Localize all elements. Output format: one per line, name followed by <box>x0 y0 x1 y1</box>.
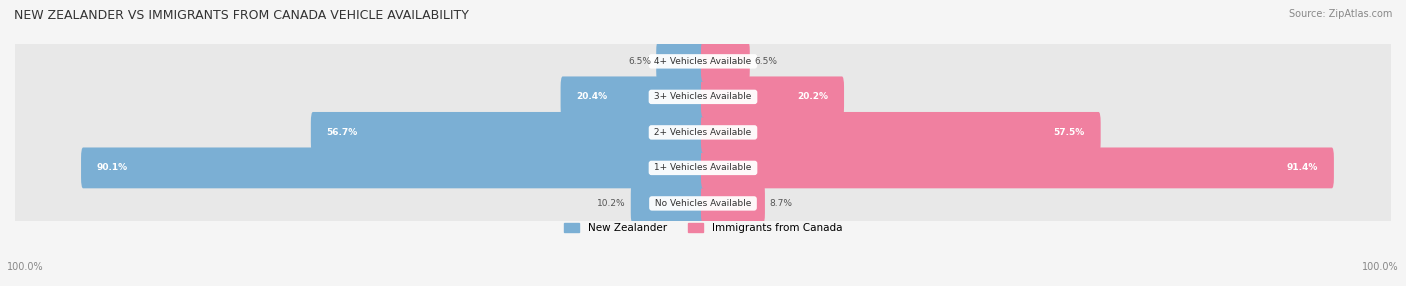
FancyBboxPatch shape <box>702 183 765 224</box>
Text: NEW ZEALANDER VS IMMIGRANTS FROM CANADA VEHICLE AVAILABILITY: NEW ZEALANDER VS IMMIGRANTS FROM CANADA … <box>14 9 470 21</box>
Text: 8.7%: 8.7% <box>769 199 793 208</box>
FancyBboxPatch shape <box>311 112 704 153</box>
FancyBboxPatch shape <box>702 41 749 82</box>
Text: 20.2%: 20.2% <box>797 92 828 101</box>
FancyBboxPatch shape <box>15 185 1391 222</box>
FancyBboxPatch shape <box>15 150 1391 186</box>
FancyBboxPatch shape <box>15 43 1391 80</box>
Text: 100.0%: 100.0% <box>1362 262 1399 272</box>
Text: 56.7%: 56.7% <box>326 128 359 137</box>
Text: 91.4%: 91.4% <box>1286 163 1317 172</box>
Text: 90.1%: 90.1% <box>97 163 128 172</box>
FancyBboxPatch shape <box>561 76 704 117</box>
Text: 57.5%: 57.5% <box>1053 128 1085 137</box>
Text: 2+ Vehicles Available: 2+ Vehicles Available <box>651 128 755 137</box>
FancyBboxPatch shape <box>702 148 1334 188</box>
FancyBboxPatch shape <box>15 79 1391 115</box>
Text: 6.5%: 6.5% <box>755 57 778 66</box>
Text: 20.4%: 20.4% <box>576 92 607 101</box>
FancyBboxPatch shape <box>15 114 1391 150</box>
FancyBboxPatch shape <box>702 112 1101 153</box>
Text: 1+ Vehicles Available: 1+ Vehicles Available <box>651 163 755 172</box>
Text: No Vehicles Available: No Vehicles Available <box>652 199 754 208</box>
FancyBboxPatch shape <box>657 41 704 82</box>
Text: 3+ Vehicles Available: 3+ Vehicles Available <box>651 92 755 101</box>
Text: 10.2%: 10.2% <box>598 199 626 208</box>
FancyBboxPatch shape <box>631 183 704 224</box>
Text: 4+ Vehicles Available: 4+ Vehicles Available <box>651 57 755 66</box>
FancyBboxPatch shape <box>702 76 844 117</box>
Legend: New Zealander, Immigrants from Canada: New Zealander, Immigrants from Canada <box>560 219 846 237</box>
Text: 6.5%: 6.5% <box>628 57 651 66</box>
Text: 100.0%: 100.0% <box>7 262 44 272</box>
FancyBboxPatch shape <box>82 148 704 188</box>
Text: Source: ZipAtlas.com: Source: ZipAtlas.com <box>1288 9 1392 19</box>
